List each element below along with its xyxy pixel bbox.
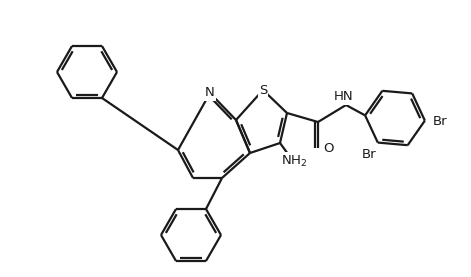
Text: HN: HN (334, 91, 354, 104)
Text: N: N (205, 86, 215, 99)
Text: S: S (259, 83, 267, 96)
Text: O: O (323, 142, 333, 155)
Text: Br: Br (362, 148, 376, 161)
Text: NH$_2$: NH$_2$ (281, 153, 307, 168)
Text: Br: Br (432, 116, 447, 129)
